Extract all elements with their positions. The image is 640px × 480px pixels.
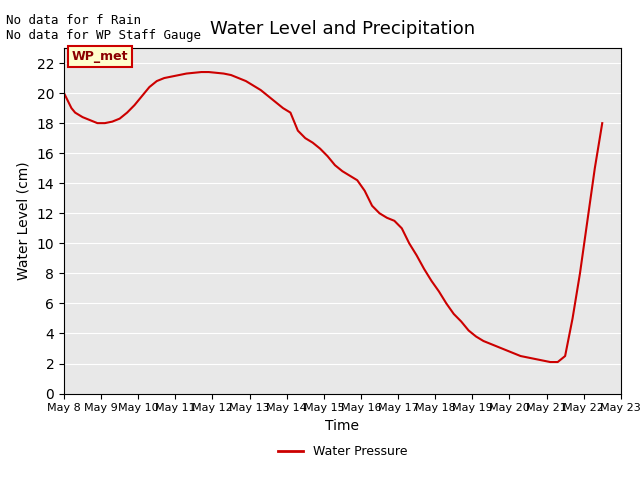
Y-axis label: Water Level (cm): Water Level (cm) <box>17 161 31 280</box>
Legend: Water Pressure: Water Pressure <box>273 440 412 463</box>
X-axis label: Time: Time <box>325 419 360 433</box>
Text: WP_met: WP_met <box>72 50 128 63</box>
Text: No data for f Rain
No data for WP Staff Gauge: No data for f Rain No data for WP Staff … <box>6 14 202 42</box>
Title: Water Level and Precipitation: Water Level and Precipitation <box>210 20 475 38</box>
